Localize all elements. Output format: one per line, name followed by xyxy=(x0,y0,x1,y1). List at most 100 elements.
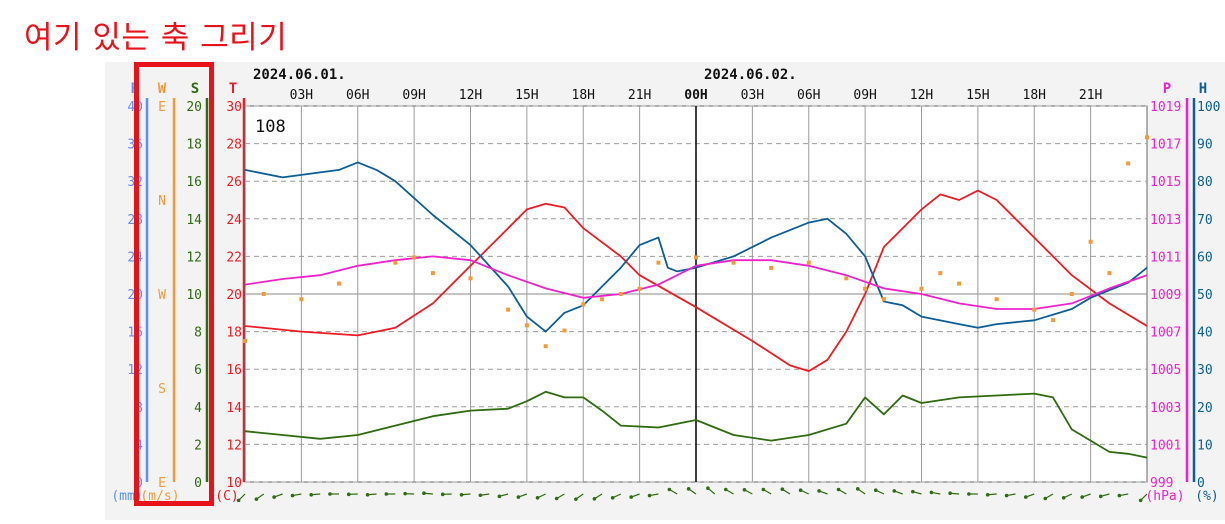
wind-direction-point xyxy=(581,302,585,306)
rain-axis-tick: 12 xyxy=(127,363,143,378)
wind-direction-point xyxy=(1089,240,1093,244)
wind_speed-axis-tick: 14 xyxy=(186,213,202,228)
wind_dir-axis-tick: W xyxy=(158,288,166,303)
rain-axis-tick: 24 xyxy=(127,250,143,265)
x-tick-label: 15H xyxy=(966,88,989,103)
rain-axis-tick: 28 xyxy=(127,213,143,228)
wind-arrow xyxy=(874,488,884,494)
wind_dir-axis-tick: E xyxy=(158,476,166,491)
wind-direction-point xyxy=(412,255,416,259)
wind-arrow-head xyxy=(517,495,521,499)
wind-direction-point xyxy=(1145,135,1149,139)
humidity-axis-tick: 80 xyxy=(1197,175,1213,190)
x-tick-label: 21H xyxy=(1079,88,1102,103)
wind-arrow xyxy=(255,494,264,501)
date-label: 2024.06.02. xyxy=(704,67,797,83)
wind-arrow xyxy=(930,491,941,495)
wind-arrow-head xyxy=(856,487,860,491)
wind-arrow-row xyxy=(237,486,1147,502)
wind_speed-axis-tick: 20 xyxy=(186,100,202,115)
x-tick-label: 06H xyxy=(797,88,820,103)
wind-arrow-head xyxy=(536,496,540,500)
wind-arrow-head xyxy=(309,493,313,497)
wind-arrow-head xyxy=(347,493,351,497)
wind-arrow xyxy=(291,494,302,498)
wind-arrow-head xyxy=(687,487,691,491)
x-tick-label: 18H xyxy=(1023,88,1046,103)
station-id: 108 xyxy=(255,117,286,137)
wind-direction-point xyxy=(769,266,773,270)
rain-axis-tick: 8 xyxy=(135,401,143,416)
wind-arrow-head xyxy=(781,487,785,491)
wind-arrow-head xyxy=(574,497,578,501)
wind-arrow xyxy=(272,494,282,499)
wind_speed-axis-tick: 4 xyxy=(194,401,202,416)
wind-arrow-head xyxy=(837,488,841,492)
wind-direction-point xyxy=(656,261,660,265)
wind-direction-point xyxy=(1051,318,1055,322)
wind-direction-point xyxy=(562,329,566,333)
wind-arrow-head xyxy=(743,488,747,492)
wind-direction-point xyxy=(525,323,529,327)
humidity-axis-unit: (%) xyxy=(1195,489,1218,504)
wind-arrow-head xyxy=(930,491,934,495)
wind-arrow-head xyxy=(237,499,241,503)
wind-arrow-head xyxy=(593,497,597,501)
wind-arrow-head xyxy=(629,495,633,499)
pressure-axis-tick: 1001 xyxy=(1150,438,1181,453)
wind-arrow xyxy=(948,491,959,495)
wind_speed-axis-tick: 0 xyxy=(194,476,202,491)
wind-arrow xyxy=(309,493,320,497)
x-tick-label: 03H xyxy=(290,88,313,103)
weather-chart: R(mm)4036322824201612840W(m/s)ENWSES2018… xyxy=(105,62,1225,520)
wind-arrow xyxy=(403,492,414,496)
wind-arrow xyxy=(1005,494,1016,498)
wind-direction-point xyxy=(243,339,247,343)
pressure-axis-tick: 1007 xyxy=(1150,326,1181,341)
wind-arrow-head xyxy=(1139,499,1143,503)
wind-arrow xyxy=(1099,494,1109,498)
wind_speed-axis-tick: 8 xyxy=(194,326,202,341)
wind-arrow-head xyxy=(255,497,259,501)
wind-direction-point xyxy=(995,297,999,301)
wind-arrow-head xyxy=(328,492,332,496)
wind-arrow-head xyxy=(1005,494,1009,498)
wind-arrow xyxy=(1024,494,1034,499)
humidity-axis-tick: 50 xyxy=(1197,288,1213,303)
rain-axis-tick: 4 xyxy=(135,438,143,453)
x-tick-label: 09H xyxy=(853,88,876,103)
wind-direction-point xyxy=(544,344,548,348)
wind-arrow xyxy=(1062,494,1072,500)
wind-arrow xyxy=(743,488,753,494)
x-tick-label: 12H xyxy=(910,88,933,103)
wind-arrow-head xyxy=(460,493,464,497)
wind-arrow-head xyxy=(441,493,445,497)
wind-arrow xyxy=(593,494,602,501)
wind-direction-point xyxy=(506,308,510,312)
humidity-axis-tick: 60 xyxy=(1197,250,1213,265)
wind-arrow xyxy=(781,487,790,494)
wind-arrow-head xyxy=(668,488,672,492)
wind-arrow-head xyxy=(291,494,295,498)
wind-arrow xyxy=(837,488,847,494)
wind-arrow xyxy=(498,494,508,498)
wind_speed-axis-title: S xyxy=(191,81,199,97)
wind-direction-point xyxy=(807,261,811,265)
temperature-axis-tick: 28 xyxy=(226,138,242,153)
wind-direction-point xyxy=(957,282,961,286)
pressure-axis-tick: 1003 xyxy=(1150,401,1181,416)
wind-arrow xyxy=(366,493,377,497)
pressure-axis-unit: (hPa) xyxy=(1145,489,1184,504)
wind-arrow xyxy=(441,493,452,497)
humidity-axis-tick: 30 xyxy=(1197,363,1213,378)
wind-arrow-head xyxy=(648,494,652,498)
wind-arrow xyxy=(668,488,678,494)
wind-arrow-head xyxy=(385,492,389,496)
wind-direction-point xyxy=(337,282,341,286)
wind-arrow xyxy=(422,491,433,495)
humidity-axis-tick: 20 xyxy=(1197,401,1213,416)
rain-axis-title: R xyxy=(131,81,140,97)
temperature-axis-tick: 12 xyxy=(226,438,242,453)
wind-arrow-head xyxy=(366,493,370,497)
